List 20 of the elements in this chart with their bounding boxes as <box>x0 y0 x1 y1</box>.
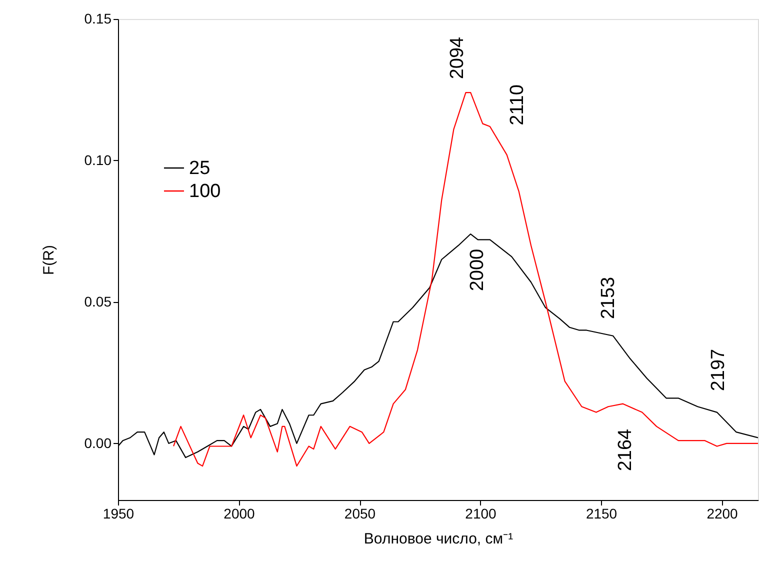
x-tick-label: 2150 <box>586 506 618 522</box>
annotation: 2000 <box>467 248 488 292</box>
x-axis-title: Волновое число, см⁻¹ <box>364 530 514 548</box>
y-tick-label: 0.10 <box>84 152 112 168</box>
y-tick-label: 0.00 <box>84 434 112 451</box>
x-tick-label: 2100 <box>465 506 497 522</box>
x-tick-label: 2000 <box>224 506 256 522</box>
y-tick-label: 0.15 <box>84 10 112 26</box>
x-tick-label: 1950 <box>102 506 134 522</box>
x-tick-label: 2050 <box>344 506 376 522</box>
x-tick-label: 2200 <box>706 506 738 522</box>
annotation: 2197 <box>708 348 729 392</box>
y-tick-label: 0.05 <box>84 293 112 310</box>
y-axis-title: F(R) <box>40 245 58 275</box>
annotation: 2153 <box>598 276 619 320</box>
annotation: 2110 <box>507 84 528 126</box>
legend-label: 25 <box>189 158 210 179</box>
annotation: 2164 <box>615 428 636 472</box>
legend-label: 100 <box>189 181 221 202</box>
annotation: 2094 <box>447 36 468 80</box>
